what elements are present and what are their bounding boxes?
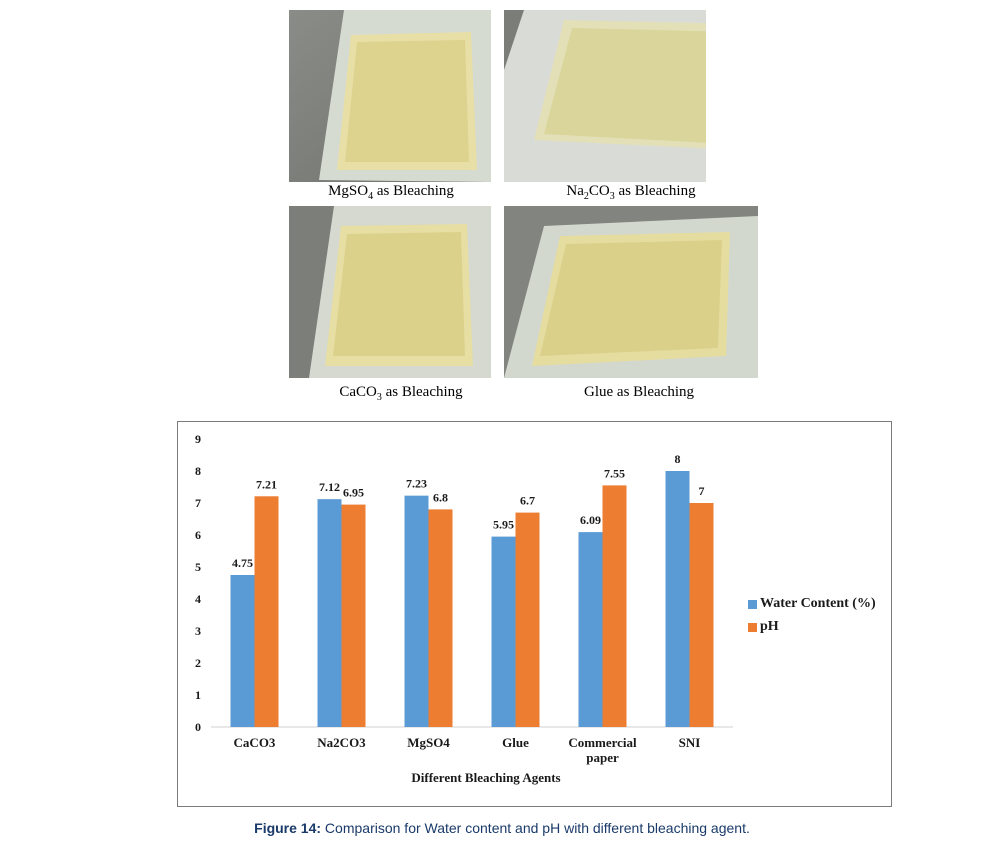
figure-caption-label: Figure 14: — [254, 820, 322, 836]
bar-water — [491, 536, 516, 727]
data-label-water: 4.75 — [232, 556, 253, 570]
bar-ph — [428, 509, 453, 727]
photo-caption-na2co3: Na2CO3 as Bleaching — [566, 183, 696, 202]
x-tick-label: CaCO3 — [234, 735, 276, 750]
bar-water — [317, 499, 342, 727]
photo-caption-glue: Glue as Bleaching — [584, 384, 694, 400]
photo-caco3 — [289, 206, 491, 378]
bar-ph — [341, 504, 366, 727]
x-tick-label: paper — [586, 750, 619, 765]
bar-ph — [515, 512, 540, 727]
bar-ph — [602, 485, 627, 727]
x-tick-label: Glue — [502, 735, 529, 750]
data-label-ph: 6.95 — [343, 486, 364, 500]
data-label-ph: 7.55 — [604, 466, 625, 480]
y-tick-label: 0 — [195, 720, 201, 734]
legend-item-ph: pH — [748, 619, 779, 635]
bar-ph — [689, 503, 714, 727]
data-label-ph: 6.7 — [520, 494, 535, 508]
photo-caption-mgso4: MgSO4 as Bleaching — [328, 183, 454, 202]
bar-water — [404, 495, 429, 727]
y-tick-label: 9 — [195, 432, 201, 446]
x-tick-label: Na2CO3 — [317, 735, 366, 750]
bar-water — [578, 532, 603, 727]
x-tick-label: MgSO4 — [407, 735, 450, 750]
data-label-water: 8 — [675, 452, 681, 466]
x-tick-label: SNI — [679, 735, 701, 750]
photo-mgso4 — [289, 10, 491, 182]
legend-item-water: Water Content (%) — [748, 596, 876, 612]
y-tick-label: 2 — [195, 656, 201, 670]
bar-chart: 0 1 2 3 4 5 6 7 8 9 4.75 7.21 CaCO3 7.12 6.95 Na2CO3 7.2… — [195, 432, 733, 785]
y-tick-label: 4 — [195, 592, 201, 606]
legend-label-ph: pH — [760, 619, 779, 634]
legend-swatch-water — [748, 599, 757, 609]
y-tick-label: 3 — [195, 624, 201, 638]
figure-caption: Figure 14: Comparison for Water content … — [0, 820, 1004, 836]
data-label-ph: 7.21 — [256, 477, 277, 491]
photo-na2co3 — [504, 10, 706, 182]
data-label-water: 5.95 — [493, 518, 514, 532]
legend-label-water: Water Content (%) — [760, 596, 876, 611]
y-tick-label: 7 — [195, 496, 201, 510]
x-axis-title: Different Bleaching Agents — [411, 770, 560, 785]
x-tick-label: Commercial — [568, 735, 637, 750]
data-label-water: 7.12 — [319, 480, 340, 494]
legend-swatch-ph — [748, 622, 757, 632]
y-tick-label: 5 — [195, 560, 201, 574]
y-tick-label: 8 — [195, 464, 201, 478]
bar-ph — [254, 496, 279, 727]
y-tick-label: 6 — [195, 528, 201, 542]
data-label-water: 6.09 — [580, 513, 601, 527]
photo-caption-caco3: CaCO3 as Bleaching — [339, 384, 463, 403]
bar-water — [230, 575, 255, 727]
figure-caption-text: Comparison for Water content and pH with… — [321, 820, 750, 836]
y-tick-label: 1 — [195, 688, 201, 702]
photo-glue — [504, 206, 758, 378]
chart-area: 0 1 2 3 4 5 6 7 8 9 4.75 7.21 CaCO3 7.12 6.95 Na2CO3 7.2… — [177, 421, 892, 807]
data-label-water: 7.23 — [406, 477, 427, 491]
data-label-ph: 6.8 — [433, 490, 448, 504]
data-label-ph: 7 — [699, 484, 705, 498]
bar-water — [665, 471, 690, 727]
